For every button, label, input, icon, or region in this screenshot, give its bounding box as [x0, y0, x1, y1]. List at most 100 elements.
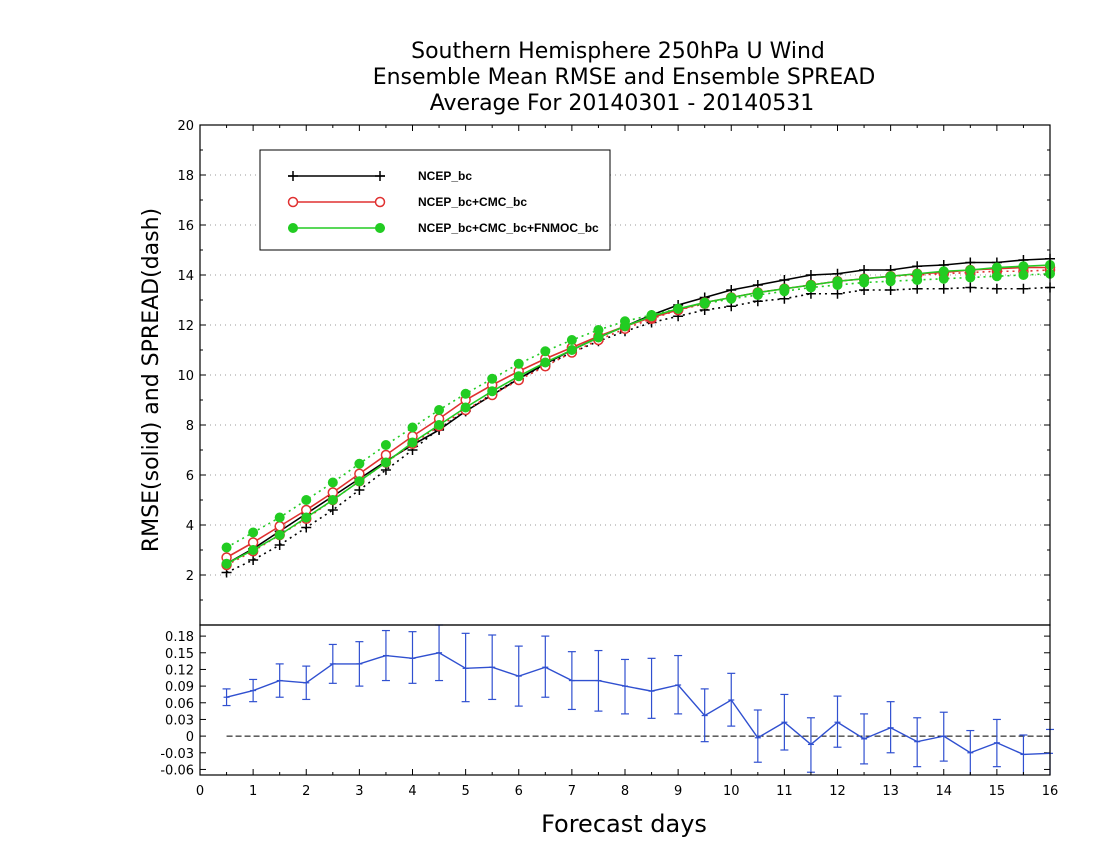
series-NCEP_bc+CMC_bc+FNMOC_bc	[221, 260, 1055, 569]
chart-title-line-3: Average For 20140301 - 20140531	[430, 91, 815, 116]
filled-circle-marker	[620, 321, 630, 332]
y-tick-label: 0.03	[165, 713, 194, 728]
y-tick-label: 0	[186, 730, 194, 745]
chart-title-line-2: Ensemble Mean RMSE and Ensemble SPREAD	[373, 65, 876, 90]
filled-circle-marker	[487, 386, 498, 397]
y-tick-label: 14	[177, 269, 194, 284]
filled-circle-marker	[726, 292, 737, 303]
open-circle-marker	[374, 196, 386, 208]
difference-line	[226, 652, 1051, 756]
filled-circle-marker	[274, 530, 285, 540]
filled-circle-marker	[540, 357, 551, 368]
filled-circle-marker	[540, 346, 551, 357]
x-tick-label: 15	[989, 784, 1006, 799]
rmse-line	[226, 264, 1051, 565]
series-NCEP_bc	[221, 253, 1055, 578]
filled-circle-marker	[593, 332, 604, 343]
filled-circle-marker	[938, 266, 949, 277]
filled-circle-marker	[407, 422, 418, 433]
filled-circle-marker	[1018, 261, 1029, 272]
filled-circle-marker	[859, 273, 870, 284]
filled-circle-marker	[221, 542, 232, 553]
y-tick-label: 18	[177, 169, 194, 184]
y-tick-label: 10	[177, 369, 194, 384]
x-axis-label: Forecast days	[541, 810, 707, 838]
spread-line	[226, 286, 1051, 574]
filled-circle-marker	[460, 402, 471, 413]
chart-title-line-1: Southern Hemisphere 250hPa U Wind	[411, 39, 825, 64]
x-tick-label: 3	[355, 784, 363, 799]
filled-circle-marker	[301, 512, 312, 523]
y-tick-label: 0.06	[165, 697, 194, 712]
filled-circle-marker	[752, 287, 763, 298]
x-tick-label: 5	[461, 784, 469, 799]
filled-circle-marker	[301, 495, 312, 505]
filled-circle-marker	[991, 271, 1002, 282]
y-tick-label: -0.06	[160, 763, 194, 778]
rmse-line	[226, 266, 1050, 559]
filled-circle-marker	[912, 268, 923, 279]
filled-circle-marker	[380, 457, 391, 468]
y-tick-label: -0.03	[160, 747, 194, 762]
filled-circle-marker	[460, 388, 471, 399]
filled-circle-marker	[221, 558, 232, 569]
x-tick-label: 12	[829, 784, 846, 799]
filled-circle-marker	[248, 545, 259, 555]
x-tick-label: 11	[776, 784, 793, 799]
rmse-spread-panel: 2 4 6 8 10 12 14 16 18 20	[177, 119, 1056, 626]
filled-circle-marker	[673, 303, 684, 314]
filled-circle-marker	[991, 262, 1002, 273]
filled-circle-marker	[354, 458, 365, 469]
open-circle-marker	[274, 521, 285, 532]
filled-circle-marker	[832, 276, 843, 287]
y-tick-label: 12	[177, 319, 194, 334]
filled-circle-marker	[434, 420, 445, 430]
legend-label: NCEP_bc	[418, 169, 472, 183]
filled-circle-marker	[375, 223, 385, 233]
filled-circle-marker	[248, 527, 259, 538]
filled-circle-marker	[699, 297, 710, 308]
filled-circle-marker	[513, 371, 524, 382]
filled-circle-marker	[288, 223, 298, 233]
open-circle-marker	[287, 196, 299, 208]
x-tick-label: 9	[674, 784, 682, 799]
spread-line	[226, 269, 1051, 566]
legend-label: NCEP_bc+CMC_bc	[418, 195, 527, 209]
filled-circle-marker	[513, 358, 524, 369]
x-tick-label: 7	[568, 784, 576, 799]
y-tick-label: 0.15	[165, 647, 194, 662]
filled-circle-marker	[779, 283, 790, 294]
y-tick-label: 0.09	[165, 680, 194, 695]
x-tick-label: 10	[723, 784, 740, 799]
y-tick-label: 8	[186, 419, 194, 434]
series-NCEP_bc+CMC_bc	[221, 262, 1056, 571]
filled-circle-marker	[434, 405, 445, 415]
x-tick-label: 2	[302, 784, 310, 799]
x-tick-label: 4	[408, 784, 416, 799]
rmse-line	[226, 257, 1051, 565]
filled-circle-marker	[380, 440, 391, 450]
filled-circle-marker	[327, 495, 338, 505]
filled-circle-marker	[327, 477, 338, 488]
filled-circle-marker	[354, 476, 365, 487]
filled-circle-marker	[646, 311, 657, 322]
x-tick-label: 14	[935, 784, 952, 799]
spread-line	[226, 272, 1051, 549]
y-tick-label: 0.18	[165, 630, 194, 645]
difference-panel: 0.180.150.120.090.060.030-0.03-0.060 1 2 3 4…	[160, 624, 1059, 799]
filled-circle-marker	[885, 271, 896, 282]
y-tick-label: 2	[186, 569, 194, 584]
x-tick-label: 0	[196, 784, 204, 799]
x-tick-label: 8	[621, 784, 629, 799]
x-tick-label: 1	[249, 784, 257, 799]
filled-circle-marker	[965, 265, 976, 275]
filled-circle-marker	[274, 512, 285, 523]
y-tick-label: 4	[186, 519, 194, 534]
x-tick-label: 16	[1042, 784, 1059, 799]
y-tick-label: 20	[177, 119, 194, 134]
x-tick-label: 13	[882, 784, 899, 799]
y-tick-label: 0.12	[165, 663, 194, 678]
filled-circle-marker	[407, 437, 418, 448]
